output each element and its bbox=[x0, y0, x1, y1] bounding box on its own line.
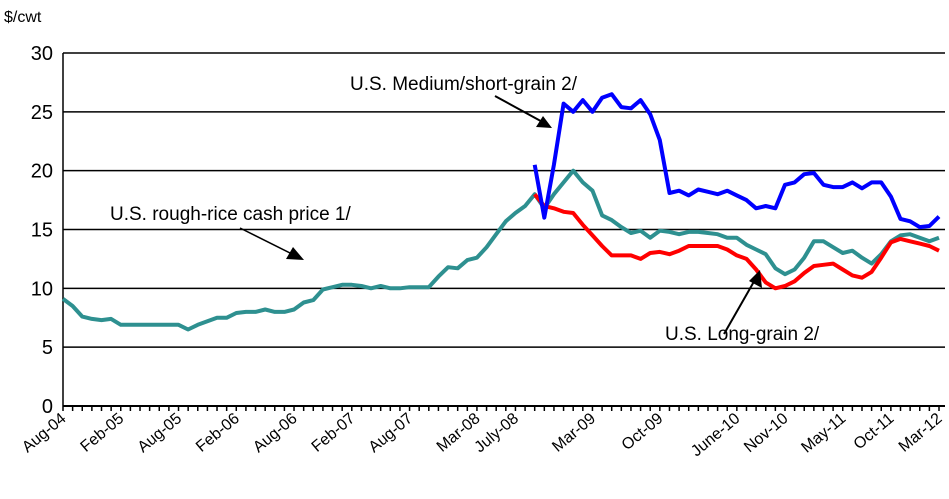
y-axis-label: $/cwt bbox=[4, 9, 42, 26]
x-tick-label: Aug-05 bbox=[135, 410, 186, 456]
arrowhead bbox=[536, 116, 552, 128]
x-tick-label: Nov-10 bbox=[741, 410, 792, 456]
x-tick-label: Mar-12 bbox=[896, 410, 946, 456]
x-tick-label: Feb-06 bbox=[193, 410, 243, 456]
annotation: U.S. rough-rice cash price 1/ bbox=[110, 204, 351, 225]
x-tick-label: Feb-05 bbox=[78, 410, 128, 456]
series-line bbox=[61, 168, 940, 332]
y-tick-label: 5 bbox=[42, 337, 53, 359]
x-tick-label: Oct-11 bbox=[851, 410, 898, 453]
annotation: U.S. Long-grain 2/ bbox=[665, 324, 820, 345]
x-tick-label: Aug-06 bbox=[250, 410, 301, 456]
x-tick-label: Aug-07 bbox=[366, 410, 417, 456]
arrowhead bbox=[749, 270, 762, 288]
y-tick-label: 15 bbox=[31, 220, 53, 242]
arrow bbox=[723, 277, 757, 335]
annotation: U.S. Medium/short-grain 2/ bbox=[350, 74, 578, 95]
x-tick-label: Feb-07 bbox=[309, 410, 359, 456]
y-tick-label: 25 bbox=[31, 102, 53, 124]
arrow bbox=[494, 95, 549, 126]
x-tick-label: Mar-09 bbox=[549, 410, 599, 456]
x-tick-label: June-10 bbox=[688, 410, 743, 460]
arrowhead bbox=[286, 247, 304, 260]
series-line bbox=[532, 92, 941, 230]
y-tick-label: 30 bbox=[31, 43, 53, 65]
x-tick-label: Oct-09 bbox=[619, 410, 667, 454]
y-tick-label: 20 bbox=[31, 161, 53, 183]
x-tick-label: May-11 bbox=[798, 410, 849, 457]
x-tick-label: July-08 bbox=[472, 410, 523, 456]
series-line bbox=[533, 192, 940, 291]
arrow bbox=[239, 227, 297, 257]
y-tick-label: 10 bbox=[31, 278, 53, 300]
annotations: U.S. Medium/short-grain 2/ U.S. rough-ri… bbox=[110, 74, 820, 345]
y-tick-label: 0 bbox=[42, 396, 53, 418]
lines bbox=[61, 92, 941, 332]
